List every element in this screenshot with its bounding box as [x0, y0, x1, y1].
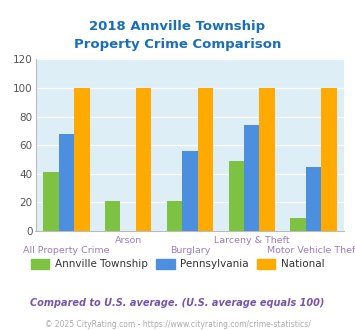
Bar — [244, 125, 260, 231]
Bar — [59, 134, 74, 231]
Bar — [136, 88, 151, 231]
Bar — [229, 161, 244, 231]
Text: © 2025 CityRating.com - https://www.cityrating.com/crime-statistics/: © 2025 CityRating.com - https://www.city… — [45, 319, 310, 329]
Bar — [290, 218, 306, 231]
Bar — [74, 88, 89, 231]
Text: Motor Vehicle Theft: Motor Vehicle Theft — [267, 246, 355, 255]
Text: Larceny & Theft: Larceny & Theft — [214, 236, 290, 245]
Bar — [321, 88, 337, 231]
Bar — [306, 167, 321, 231]
Text: Compared to U.S. average. (U.S. average equals 100): Compared to U.S. average. (U.S. average … — [30, 298, 325, 308]
Legend: Annville Township, Pennsylvania, National: Annville Township, Pennsylvania, Nationa… — [27, 255, 328, 274]
Bar — [43, 172, 59, 231]
Text: 2018 Annville Township
Property Crime Comparison: 2018 Annville Township Property Crime Co… — [74, 20, 281, 51]
Bar — [167, 201, 182, 231]
Bar — [182, 151, 198, 231]
Text: Burglary: Burglary — [170, 246, 210, 255]
Text: Arson: Arson — [115, 236, 142, 245]
Bar — [198, 88, 213, 231]
Bar — [105, 201, 120, 231]
Bar — [260, 88, 275, 231]
Text: All Property Crime: All Property Crime — [23, 246, 110, 255]
